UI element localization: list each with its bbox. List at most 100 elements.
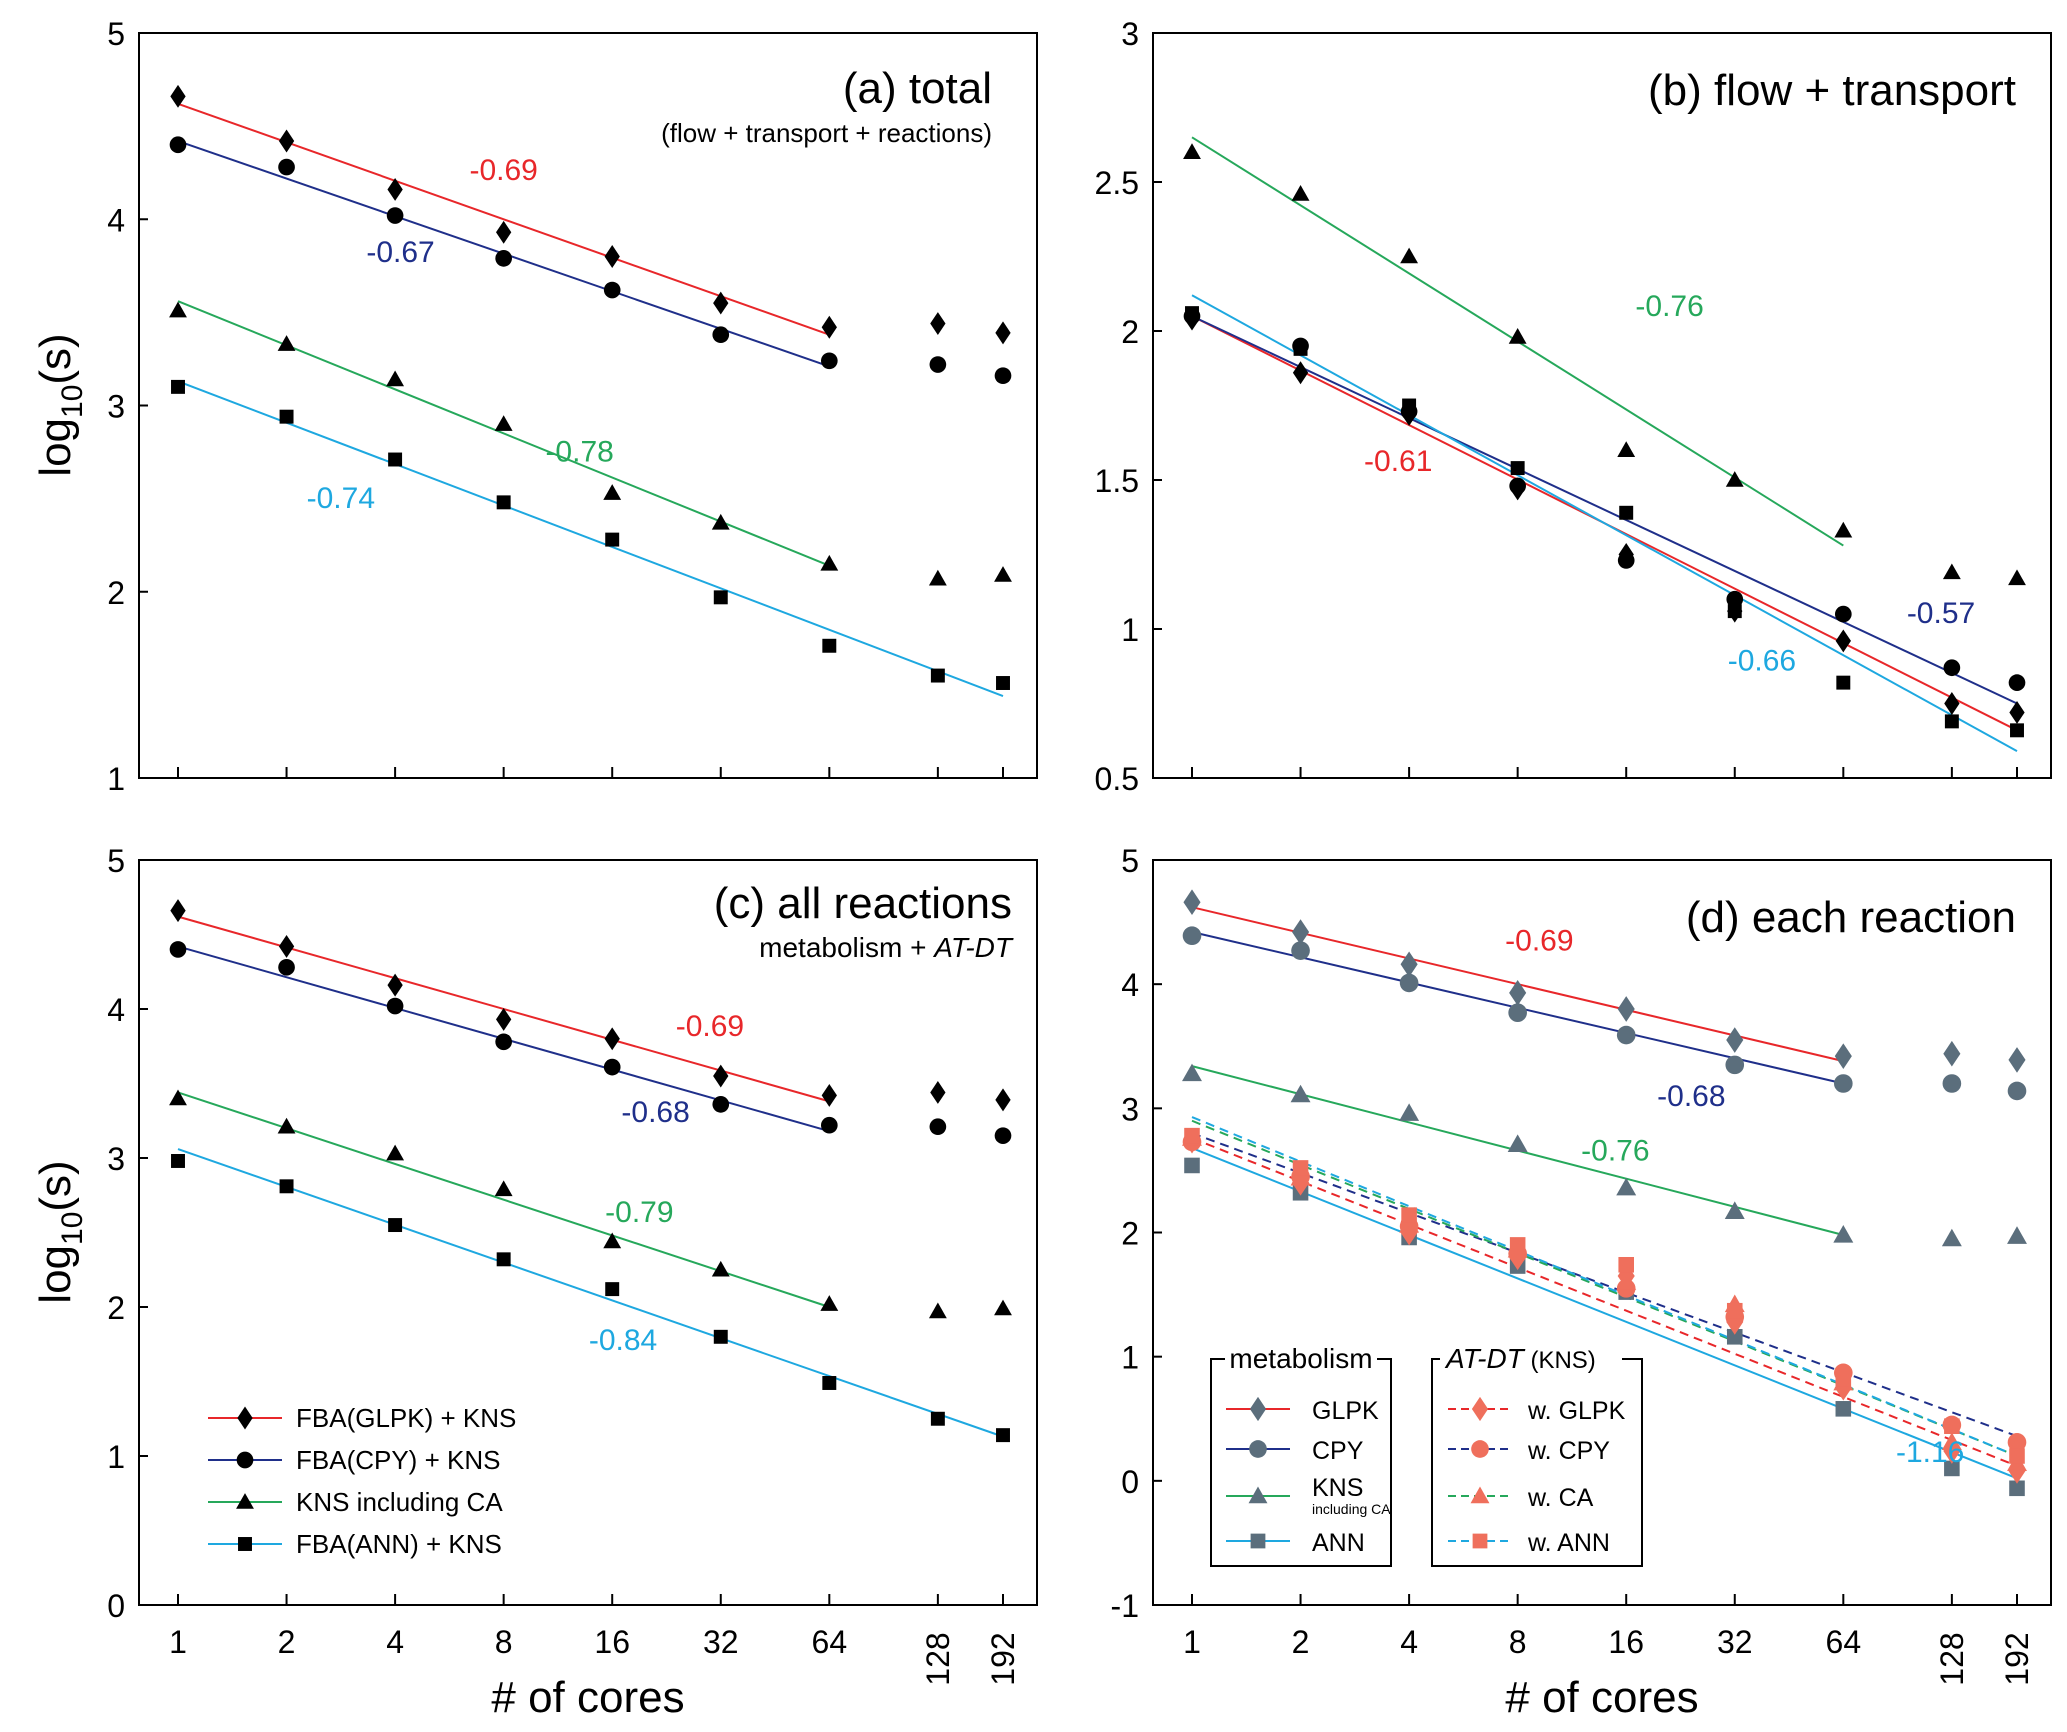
data-point [386, 997, 404, 1015]
data-point [1726, 1302, 1743, 1319]
legend-label: FBA(ANN) + KNS [296, 1529, 502, 1559]
data-point [1944, 692, 1960, 715]
data-point [820, 352, 838, 370]
y-tick-label: 1 [107, 1439, 125, 1475]
slope-label: -1.16 [1896, 1436, 1964, 1469]
data-point [821, 315, 837, 339]
legend-marker [1249, 1396, 1267, 1422]
data-point [820, 554, 839, 571]
x-tick-label: 1 [1183, 1624, 1201, 1660]
data-point [1399, 1103, 1420, 1121]
x-tick-label: 32 [703, 1624, 739, 1660]
data-point [1726, 590, 1744, 608]
y-tick-label: 0 [107, 1588, 125, 1624]
panel-d-markers [1182, 889, 2027, 1497]
legend-label: GLPK [1312, 1397, 1379, 1425]
data-point [2010, 723, 2024, 738]
data-point [603, 281, 621, 299]
slope-label: -0.74 [307, 482, 375, 515]
data-point [605, 1282, 620, 1297]
data-point [169, 301, 187, 318]
x-tick-label: 4 [1400, 1624, 1418, 1660]
panel-d: -1 0 1 2 3 4 5 1 2 4 8 16 32 64 128 192 -0.69 -0.68-0.76… [1111, 843, 2052, 1686]
y-tick-label: 3 [1121, 16, 1139, 52]
legend-sublabel: including CA [1312, 1501, 1391, 1517]
data-point [1834, 521, 1853, 538]
slope-label: -0.69 [676, 1010, 744, 1043]
x-axis-label-left: # of cores [491, 1673, 684, 1722]
legend-atdt-box [1431, 1358, 1643, 1567]
panel-c-markers [169, 899, 1012, 1443]
data-point [386, 207, 404, 224]
data-point [1726, 1329, 1743, 1345]
data-point [1401, 1207, 1417, 1223]
y-tick-label: 4 [1121, 967, 1139, 1003]
data-point [1507, 1134, 1528, 1152]
data-point [929, 1118, 947, 1136]
data-point [605, 532, 620, 547]
y-tick-label: 1.5 [1095, 463, 1139, 499]
data-point [996, 676, 1010, 690]
y-axis-label-bottom: log10(s) [31, 1160, 89, 1303]
legend-marker [237, 1406, 253, 1430]
y-tick-label: 3 [107, 1141, 125, 1177]
data-point [995, 321, 1011, 345]
data-point [930, 1080, 946, 1104]
x-tick-label: 32 [1717, 1624, 1753, 1660]
data-point [930, 312, 946, 336]
x-tick-label: 192 [985, 1632, 1021, 1685]
slope-label: -0.66 [1728, 645, 1796, 678]
panel-b-fit-lines [1191, 136, 2018, 753]
data-point [1291, 941, 1310, 960]
data-point [387, 973, 403, 997]
data-point [277, 335, 296, 351]
data-point [1184, 1157, 1200, 1174]
x-tick-label: 16 [594, 1624, 630, 1660]
data-point [1182, 1063, 1202, 1082]
slope-label: -0.76 [1635, 290, 1703, 323]
data-point [1400, 247, 1419, 264]
fit-line [177, 380, 1004, 697]
data-point [494, 415, 513, 431]
data-point [278, 934, 295, 958]
legend-marker [1470, 1486, 1490, 1504]
data-point [994, 1299, 1012, 1316]
data-point [1617, 996, 1635, 1022]
legend-marker [1471, 1396, 1489, 1422]
legend-marker [236, 1451, 254, 1469]
panel-c-axes: 0 1 2 3 4 5 1 2 4 8 16 32 64 128 192 [107, 843, 1021, 1686]
fit-line [1191, 315, 2018, 705]
y-tick-label: 0 [1121, 1464, 1139, 1500]
data-point [2008, 674, 2026, 691]
data-point [1835, 1371, 1852, 1387]
data-point [1290, 1084, 1311, 1103]
legend-label: w. ANN [1527, 1529, 1610, 1557]
fit-line [177, 1148, 1004, 1438]
panel-b-title: (b) flow + transport [1648, 66, 2016, 115]
data-point [2008, 569, 2026, 586]
data-point [820, 1295, 839, 1311]
data-point [388, 452, 403, 467]
data-point [603, 1232, 622, 1249]
data-point [713, 291, 729, 315]
data-point [171, 1154, 185, 1168]
y-tick-label: 1 [1121, 1340, 1139, 1376]
data-point [929, 356, 947, 373]
data-point [712, 1096, 730, 1113]
data-point [1400, 951, 1418, 978]
legend-label: FBA(GLPK) + KNS [296, 1403, 516, 1433]
y-tick-label: 2.5 [1095, 165, 1139, 201]
slope-label: -0.76 [1581, 1134, 1649, 1167]
x-tick-label: 2 [1292, 1624, 1310, 1660]
data-point [1941, 1432, 1962, 1450]
y-tick-label: 3 [1121, 1091, 1139, 1127]
legend-marker [1249, 1440, 1267, 1458]
data-point [928, 569, 947, 586]
data-point [2007, 1433, 2027, 1452]
panel-b: 0.5 1 1.5 2 2.5 3 -0.61 -0.57 -0.76 -0.66 (b) fl… [1095, 16, 2052, 797]
data-point [604, 245, 620, 268]
panel-a-fit-lines [177, 102, 1004, 697]
data-point [822, 638, 837, 653]
y-tick-label: -1 [1111, 1588, 1139, 1624]
